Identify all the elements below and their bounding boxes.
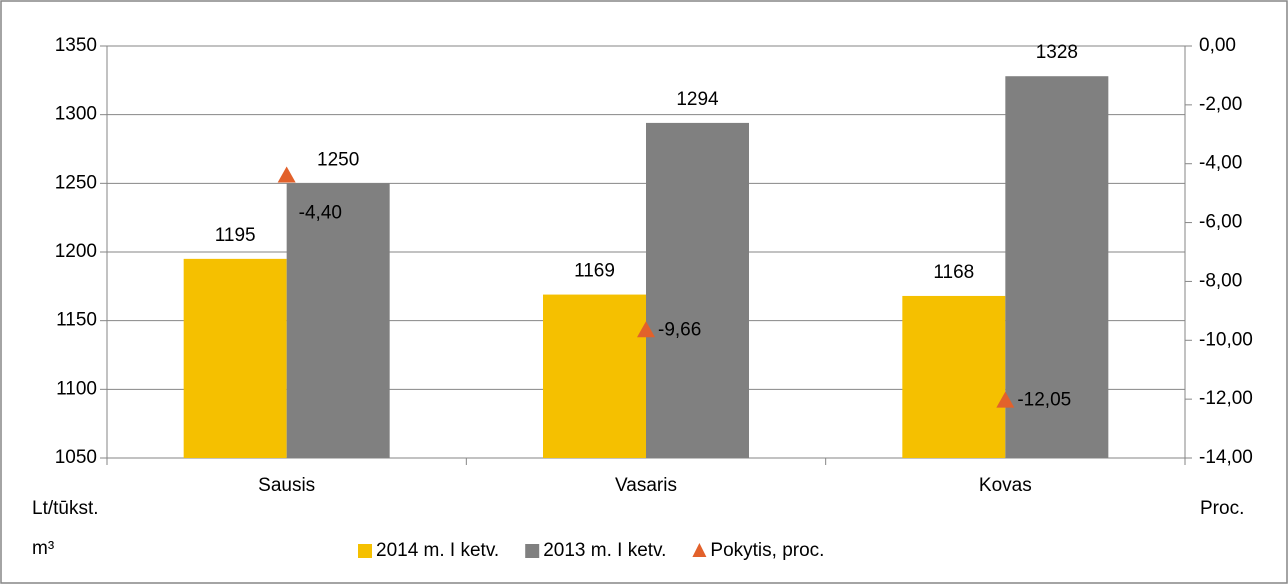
- bar: [902, 295, 1006, 458]
- legend-swatch: [525, 544, 540, 558]
- y-axis-label: m³: [32, 538, 54, 559]
- y2-tick-label: -8,00: [1199, 270, 1242, 291]
- y2-tick-label: 0,00: [1199, 35, 1236, 56]
- y-tick-label: 1300: [55, 104, 97, 125]
- bar: [1005, 76, 1109, 459]
- legend-marker: [692, 543, 707, 557]
- y-tick-label: 1150: [56, 310, 97, 331]
- triangle-marker: [277, 166, 296, 183]
- x-tick-label: Vasaris: [615, 475, 677, 496]
- bar: [543, 294, 646, 458]
- y-tick-label: 1350: [55, 35, 97, 56]
- legend-label: 2013 m. I ketv.: [543, 540, 666, 561]
- bar: [286, 183, 390, 459]
- y-axis-label: Lt/tūkst.: [32, 498, 99, 519]
- y-tick-label: 1100: [56, 378, 97, 399]
- y2-axis-label: Proc.: [1200, 498, 1244, 519]
- y-tick-label: 1200: [55, 241, 97, 262]
- bar: [646, 122, 749, 458]
- bar-value-label: 1195: [215, 225, 256, 246]
- bar-value-label: 1168: [933, 262, 974, 283]
- marker-value-label: -9,66: [658, 319, 701, 340]
- y2-tick-label: -12,00: [1199, 388, 1253, 409]
- y2-tick-label: -4,00: [1199, 153, 1242, 174]
- marker-value-label: -12,05: [1017, 390, 1071, 411]
- bar: [183, 258, 287, 458]
- x-tick-label: Sausis: [258, 475, 315, 496]
- triangle-marker: [996, 391, 1015, 408]
- y-tick-label: 1050: [55, 447, 97, 468]
- legend-swatch: [358, 544, 372, 558]
- y2-tick-label: -14,00: [1199, 447, 1253, 468]
- marker-value-label: -4,40: [299, 203, 342, 224]
- bar-value-label: 1294: [676, 89, 719, 110]
- bar-value-label: 1328: [1036, 42, 1078, 63]
- y2-tick-label: -6,00: [1199, 212, 1242, 233]
- triangle-marker: [637, 321, 655, 338]
- y2-tick-label: -2,00: [1199, 94, 1242, 115]
- y-tick-label: 1250: [55, 172, 97, 193]
- bar-value-label: 1169: [574, 261, 615, 282]
- legend-label: Pokytis, proc.: [710, 540, 824, 561]
- x-tick-label: Kovas: [979, 475, 1032, 496]
- legend-label: 2014 m. I ketv.: [376, 540, 499, 561]
- y2-tick-label: -10,00: [1199, 329, 1253, 350]
- bar-value-label: 1250: [317, 149, 359, 170]
